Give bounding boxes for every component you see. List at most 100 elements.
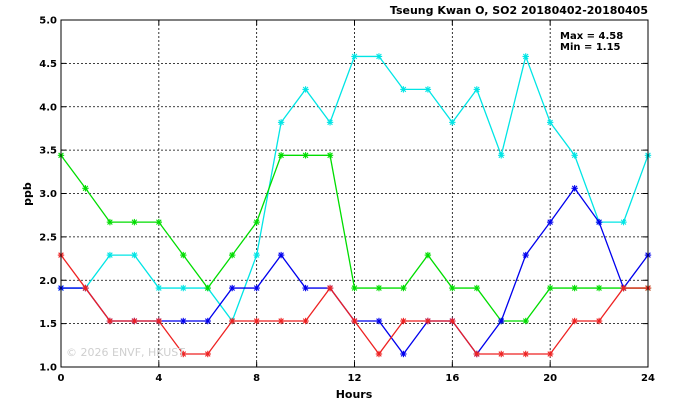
y-tick-label: 4.0 — [39, 102, 57, 113]
data-point — [522, 350, 529, 358]
data-point — [424, 317, 432, 325]
data-point — [400, 350, 407, 358]
data-point — [449, 119, 456, 126]
data-point — [326, 284, 334, 292]
data-point — [204, 350, 211, 358]
data-point — [253, 218, 260, 226]
data-point — [204, 284, 211, 292]
x-tick-label: 24 — [641, 373, 655, 384]
x-axis-label: Hours — [336, 388, 373, 401]
data-point — [375, 53, 383, 60]
y-tick-label: 1.0 — [39, 363, 57, 374]
x-tick-label: 20 — [543, 373, 557, 384]
data-point — [82, 284, 89, 292]
y-tick-label: 2.5 — [39, 232, 57, 243]
data-point — [498, 317, 505, 325]
x-tick-label: 12 — [348, 373, 362, 384]
data-point — [131, 218, 138, 226]
axis-ticks — [60, 19, 649, 368]
data-point — [571, 152, 578, 159]
data-point — [546, 350, 554, 358]
data-point — [82, 185, 89, 192]
x-tick-label: 4 — [155, 373, 162, 384]
data-point — [400, 86, 407, 93]
data-point — [155, 218, 163, 226]
data-point — [106, 251, 114, 259]
data-point — [375, 284, 383, 292]
x-tick-labels: 0 4 8 12 16 20 24 — [58, 373, 655, 384]
data-point — [449, 284, 456, 292]
y-tick-labels: 1.0 1.5 2.0 2.5 3.0 3.5 4.0 4.5 5.0 — [39, 16, 57, 374]
data-point — [571, 185, 578, 192]
data-point — [522, 317, 529, 325]
data-point — [302, 86, 309, 93]
data-point — [131, 317, 138, 325]
data-point — [277, 317, 285, 325]
data-point — [106, 218, 114, 226]
data-point — [277, 119, 285, 126]
data-point — [571, 317, 578, 325]
max-label: Max = 4.58 — [560, 31, 623, 42]
data-point — [180, 284, 187, 292]
data-point — [620, 218, 627, 226]
data-point — [400, 284, 407, 292]
data-point — [253, 317, 260, 325]
data-point — [204, 317, 211, 325]
data-point — [302, 152, 309, 159]
data-point — [595, 284, 603, 292]
x-tick-label: 0 — [58, 373, 65, 384]
data-point — [229, 251, 236, 259]
data-point — [326, 152, 334, 159]
data-point — [351, 317, 358, 325]
y-axis-label: ppb — [21, 182, 34, 206]
data-point — [180, 251, 187, 259]
data-point — [473, 86, 480, 93]
data-point — [571, 284, 578, 292]
data-point — [302, 317, 309, 325]
y-tick-label: 3.5 — [39, 146, 57, 157]
data-point — [351, 284, 358, 292]
y-tick-label: 3.0 — [39, 189, 57, 200]
series-group — [57, 53, 652, 358]
watermark: © 2026 ENVF, HKUST — [66, 346, 185, 359]
data-point — [131, 251, 138, 259]
data-point — [326, 119, 334, 126]
data-point — [546, 218, 554, 226]
data-point — [277, 251, 285, 259]
data-point — [180, 317, 187, 325]
x-tick-label: 8 — [253, 373, 260, 384]
data-point — [449, 317, 456, 325]
data-point — [400, 317, 407, 325]
data-point — [424, 251, 432, 259]
data-point — [229, 284, 236, 292]
grid-lines — [61, 20, 648, 367]
data-point — [106, 317, 114, 325]
data-point — [375, 317, 383, 325]
y-tick-label: 5.0 — [39, 16, 57, 27]
data-point — [595, 218, 603, 226]
data-point — [473, 350, 480, 358]
chart-title: Tseung Kwan O, SO2 20180402-20180405 — [390, 4, 648, 17]
data-point — [620, 284, 627, 292]
data-point — [253, 284, 260, 292]
data-point — [424, 86, 432, 93]
data-point — [522, 251, 529, 259]
data-point — [595, 317, 603, 325]
x-tick-label: 16 — [445, 373, 459, 384]
data-point — [498, 152, 505, 159]
y-tick-label: 4.5 — [39, 59, 57, 70]
y-tick-label: 1.5 — [39, 319, 57, 330]
data-point — [546, 119, 554, 126]
data-point — [351, 53, 358, 60]
data-point — [180, 350, 187, 358]
min-label: Min = 1.15 — [560, 42, 621, 53]
data-point — [155, 284, 163, 292]
data-point — [522, 53, 529, 60]
data-point — [229, 317, 236, 325]
data-point — [155, 317, 163, 325]
data-point — [473, 284, 480, 292]
data-point — [375, 350, 383, 358]
data-point — [546, 284, 554, 292]
data-point — [277, 152, 285, 159]
